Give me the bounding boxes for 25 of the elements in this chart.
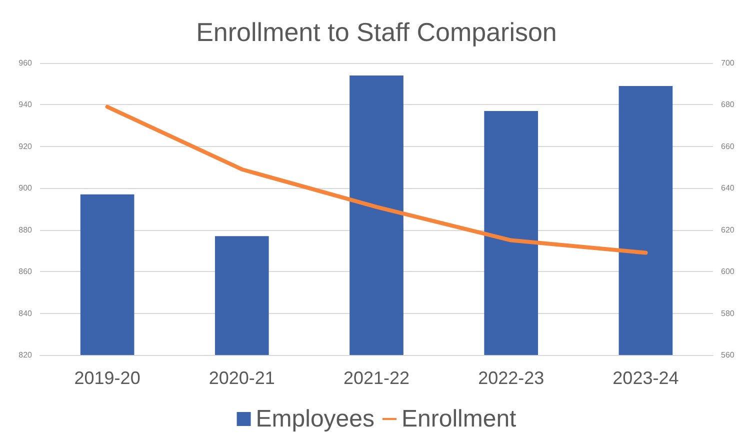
line-series xyxy=(105,104,648,255)
y2-tick-label: 600 xyxy=(721,267,735,276)
x-tick-label: 2022-23 xyxy=(478,368,544,388)
y-tick-label: 880 xyxy=(18,225,33,234)
x-tick-label: 2020-21 xyxy=(208,368,275,388)
chart-title: Enrollment to Staff Comparison xyxy=(196,17,557,47)
y-tick-label: 900 xyxy=(18,184,33,193)
x-tick-label: 2019-20 xyxy=(74,368,140,388)
y2-tick-label: 560 xyxy=(721,350,735,360)
y2-tick-label: 620 xyxy=(721,225,735,234)
y2-tick-label: 680 xyxy=(721,100,735,110)
legend-label: Employees xyxy=(256,406,375,432)
y-tick-label: 840 xyxy=(18,308,33,318)
y-tick-label: 940 xyxy=(18,100,33,110)
y-tick-label: 920 xyxy=(18,142,33,151)
y2-tick-label: 640 xyxy=(721,184,735,193)
legend-label: Enrollment xyxy=(402,406,517,432)
y2-tick-label: 660 xyxy=(721,142,735,151)
y-tick-label: 860 xyxy=(18,267,33,276)
y-tick-label: 820 xyxy=(18,350,33,360)
y-tick-label: 960 xyxy=(18,58,33,68)
y2-tick-label: 700 xyxy=(721,58,735,68)
x-tick-label: 2021-22 xyxy=(343,368,410,388)
y2-tick-label: 580 xyxy=(721,308,735,318)
x-tick-label: 2023-24 xyxy=(612,368,679,388)
